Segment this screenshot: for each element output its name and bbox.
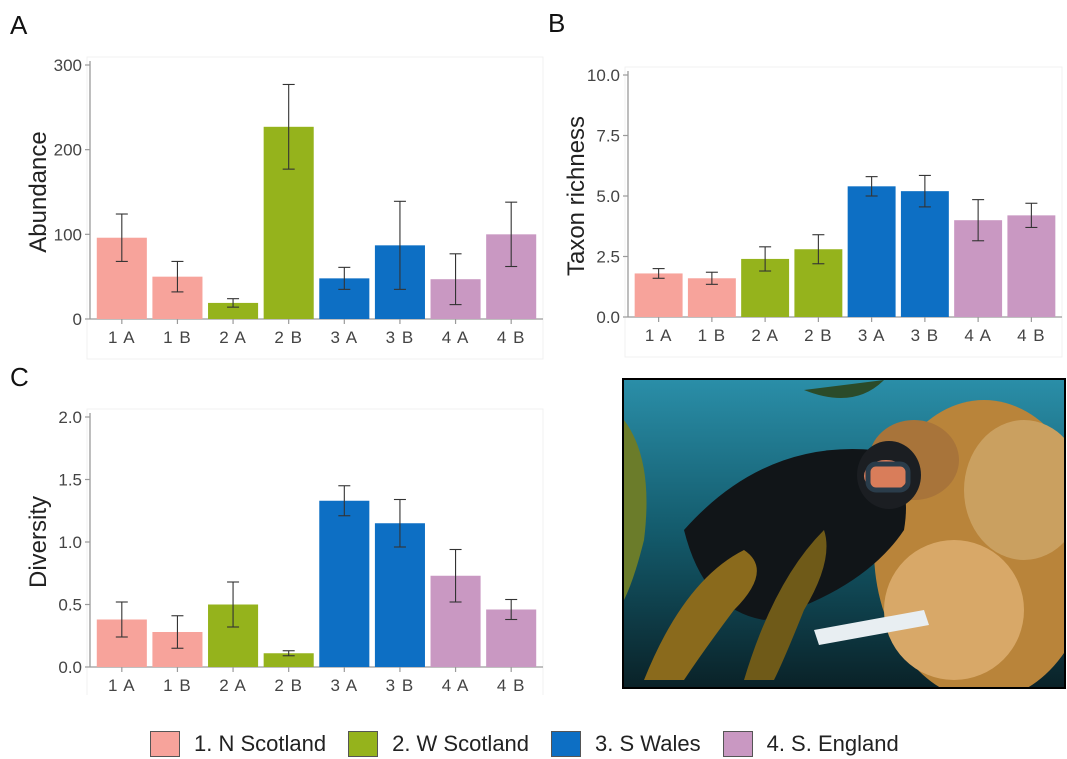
y-tick-label: 2.5 [596,248,620,267]
legend-item-s-england: 4. S. England [722,731,899,757]
x-tick-label: 3 B [911,326,940,345]
legend: 1. N Scotland 2. W Scotland 3. S Wales 4… [150,729,921,759]
legend-item-w-scotland: 2. W Scotland [348,731,529,757]
y-tick-label: 0.0 [58,658,82,677]
y-tick-label: 200 [54,141,82,160]
y-tick-label: 0.5 [58,596,82,615]
legend-label: 1. N Scotland [194,731,327,756]
x-tick-label: 2 B [804,326,833,345]
x-tick-label: 1 B [163,676,192,695]
x-tick-label: 4 B [497,676,526,695]
x-tick-label: 4 A [964,326,992,345]
legend-swatch [348,731,379,757]
x-tick-label: 4 A [442,676,470,695]
chart-taxon-richness: 0.0 2.5 5.0 7.5 10.0 Taxon richness 1 A 1 B 2 A 2… [563,66,1063,358]
x-tick-label: 2 A [219,328,247,347]
y-tick-label: 300 [54,56,82,75]
x-tick-label: 3 B [386,328,415,347]
x-tick-label: 1 B [698,326,727,345]
y-tick-label: 0 [73,310,82,329]
y-axis-label: Taxon richness [563,116,590,276]
x-tick-label: 1 A [645,326,673,345]
bar [900,191,949,317]
x-tick-label: 2 B [274,328,303,347]
y-tick-label: 5.0 [596,187,620,206]
legend-label: 3. S Wales [595,731,701,756]
panel-letter-b: B [548,8,566,38]
diver-photo-icon [624,380,1067,700]
legend-swatch [722,731,753,757]
y-tick-label: 7.5 [596,127,620,146]
bar [263,653,314,667]
panel-letter-c: C [10,362,29,392]
legend-item-n-scotland: 1. N Scotland [150,731,326,757]
x-tick-label: 3 A [331,328,359,347]
legend-swatch [551,731,582,757]
bar [319,500,370,667]
y-tick-label: 100 [54,225,82,244]
y-tick-label: 0.0 [596,308,620,327]
panel-letter-a: A [10,10,28,40]
x-tick-label: 3 A [331,676,359,695]
y-tick-label: 1.5 [58,471,82,490]
x-tick-label: 2 A [751,326,779,345]
x-tick-label: 2 B [274,676,303,695]
x-tick-label: 2 A [219,676,247,695]
diver-photo [622,378,1067,700]
y-axis-label: Abundance [25,131,52,252]
bar [1007,215,1056,317]
y-tick-label: 2.0 [58,408,82,427]
bar [634,273,683,317]
x-tick-label: 4 B [1017,326,1046,345]
y-axis-label: Diversity [25,496,52,588]
x-tick-label: 3 B [386,676,415,695]
chart-abundance: 0 100 200 300 Abundance 1 A 1 B 2 A 2 B 3 A 3 B 4 A… [25,56,544,360]
legend-label: 2. W Scotland [392,731,530,756]
y-tick-label: 1.0 [58,533,82,552]
legend-label: 4. S. England [766,731,899,756]
legend-item-s-wales: 3. S Wales [551,731,701,757]
bar [208,302,259,319]
x-tick-label: 1 A [108,676,136,695]
x-tick-label: 1 B [163,328,192,347]
x-tick-label: 4 A [442,328,470,347]
x-tick-label: 1 A [108,328,136,347]
bar [847,186,896,317]
legend-swatch [150,731,180,757]
chart-diversity: 0.0 0.5 1.0 1.5 2.0 Diversity 1 A 1 B 2 A 2 B 3 A 3… [25,408,544,695]
x-tick-label: 3 A [858,326,886,345]
x-tick-label: 4 B [497,328,526,347]
y-tick-label: 10.0 [587,66,620,85]
